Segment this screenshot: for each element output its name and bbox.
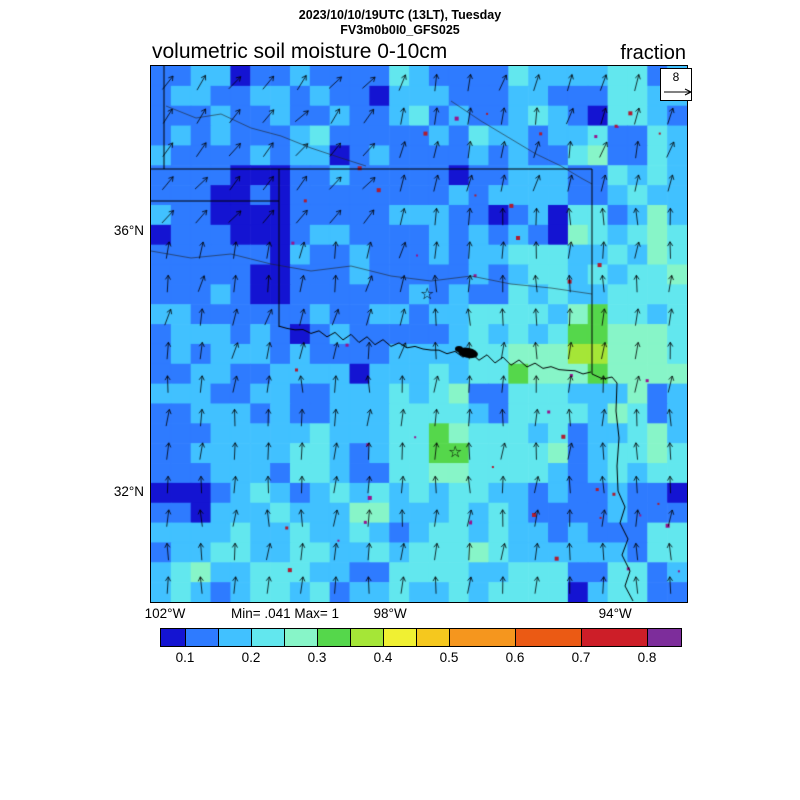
wind-reference-arrow <box>664 88 692 96</box>
lat-tick-label: 36°N <box>113 223 144 239</box>
colorbar-tick-label: 0.8 <box>637 650 657 665</box>
model-run: FV3m0b0I0_GFS025 <box>340 23 460 37</box>
soil-moisture-map <box>151 66 687 602</box>
colorbar-segment <box>351 629 384 646</box>
colorbar-tick-label: 0.3 <box>307 650 327 665</box>
plot-title: volumetric soil moisture 0-10cm <box>152 40 448 63</box>
colorbar-segment <box>450 629 516 646</box>
colorbar-segment <box>318 629 351 646</box>
map-frame: 8 <box>150 65 692 603</box>
colorbar-segment <box>384 629 417 646</box>
colorbar-segment <box>648 629 681 646</box>
colorbar-segment <box>219 629 252 646</box>
colorbar-segment <box>516 629 582 646</box>
colorbar-segment <box>161 629 186 646</box>
colorbar-tick-label: 0.1 <box>175 650 195 665</box>
colorbar-segment <box>582 629 648 646</box>
colorbar-tick-label: 0.7 <box>571 650 591 665</box>
colorbar-tick-label: 0.4 <box>373 650 393 665</box>
colorbar-segment <box>417 629 450 646</box>
lat-tick-label: 32°N <box>113 484 144 500</box>
lon-tick-label: 98°W <box>373 606 407 621</box>
colorbar-tick-label: 0.5 <box>439 650 459 665</box>
wind-reference-value: 8 <box>672 70 680 84</box>
valid-time: 2023/10/10/19UTC (13LT), Tuesday <box>298 8 502 22</box>
colorbar-segment <box>252 629 285 646</box>
lon-tick-label: 102°W <box>144 606 186 621</box>
colorbar <box>160 628 682 647</box>
lon-tick-label: 94°W <box>598 606 632 621</box>
colorbar-tick-label: 0.2 <box>241 650 261 665</box>
wind-reference-box: 8 <box>660 68 692 101</box>
colorbar-segment <box>285 629 318 646</box>
units-label: fraction <box>620 42 686 64</box>
colorbar-segment <box>186 629 219 646</box>
minmax-label: Min= .041 Max= 1 <box>230 606 340 621</box>
colorbar-tick-label: 0.6 <box>505 650 525 665</box>
